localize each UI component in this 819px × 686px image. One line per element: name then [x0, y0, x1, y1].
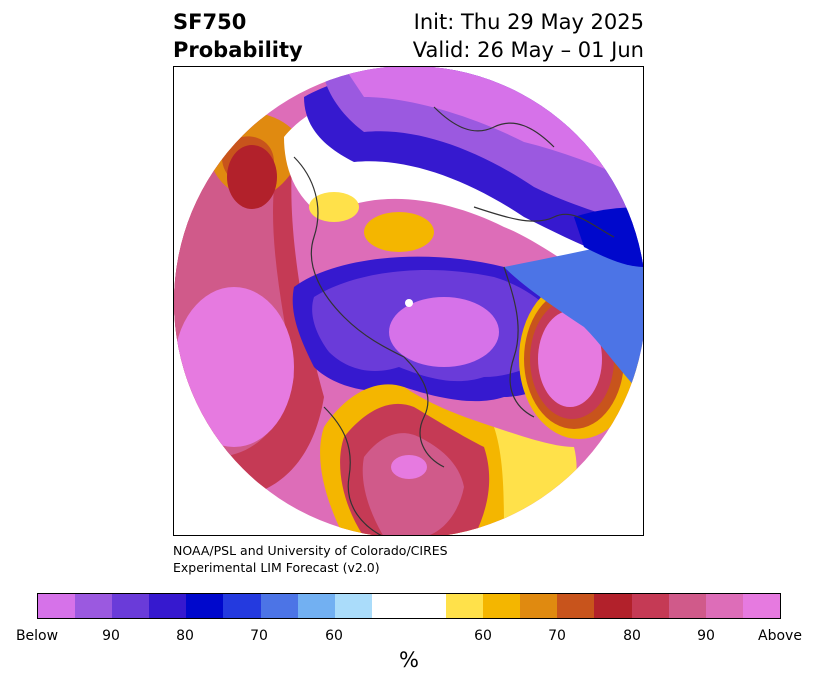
colorbar-swatch [557, 594, 595, 618]
valid-dates: Valid: 26 May – 01 Jun [412, 38, 644, 62]
title-left: SF750 Probability [173, 8, 303, 64]
credit: NOAA/PSL and University of Colorado/CIRE… [173, 542, 448, 576]
colorbar-swatch [223, 594, 261, 618]
probability-map [174, 67, 643, 535]
colorbar-tick: 70 [250, 628, 268, 644]
map-frame [173, 66, 644, 536]
colorbar-swatch [38, 594, 76, 618]
variable-name: SF750 [173, 10, 247, 34]
colorbar-tick: Above [758, 628, 802, 644]
colorbar-swatch [742, 594, 780, 618]
colorbar-swatch [483, 594, 521, 618]
credit-line-1: NOAA/PSL and University of Colorado/CIRE… [173, 543, 448, 558]
init-date: Init: Thu 29 May 2025 [413, 10, 644, 34]
colorbar-swatch [75, 594, 113, 618]
colorbar-tick: 60 [325, 628, 343, 644]
colorbar-swatch [631, 594, 669, 618]
title-right: Init: Thu 29 May 2025 Valid: 26 May – 01… [413, 8, 644, 64]
colorbar-tick: 80 [176, 628, 194, 644]
colorbar-swatch [260, 594, 298, 618]
colorbar-swatch [186, 594, 224, 618]
colorbar-tick: 80 [623, 628, 641, 644]
colorbar-swatch [371, 594, 447, 618]
colorbar-swatch [297, 594, 335, 618]
map-disc [174, 67, 643, 535]
colorbar-swatch [112, 594, 150, 618]
colorbar-tick: 70 [548, 628, 566, 644]
colorbar-swatch [705, 594, 743, 618]
colorbar-swatch [149, 594, 187, 618]
colorbar-swatch [520, 594, 558, 618]
colorbar-tick: 90 [697, 628, 715, 644]
colorbar-swatch [446, 594, 484, 618]
colorbar-swatch [668, 594, 706, 618]
product-name: Probability [173, 38, 303, 62]
colorbar-tick: 90 [102, 628, 120, 644]
colorbar-swatch [594, 594, 632, 618]
coastlines [293, 106, 615, 535]
colorbar-tick: Below [15, 628, 59, 644]
credit-line-2: Experimental LIM Forecast (v2.0) [173, 560, 380, 575]
colorbar-unit: % [399, 648, 419, 672]
colorbar-swatch [334, 594, 372, 618]
colorbar [37, 593, 781, 619]
colorbar-tick: 60 [474, 628, 492, 644]
